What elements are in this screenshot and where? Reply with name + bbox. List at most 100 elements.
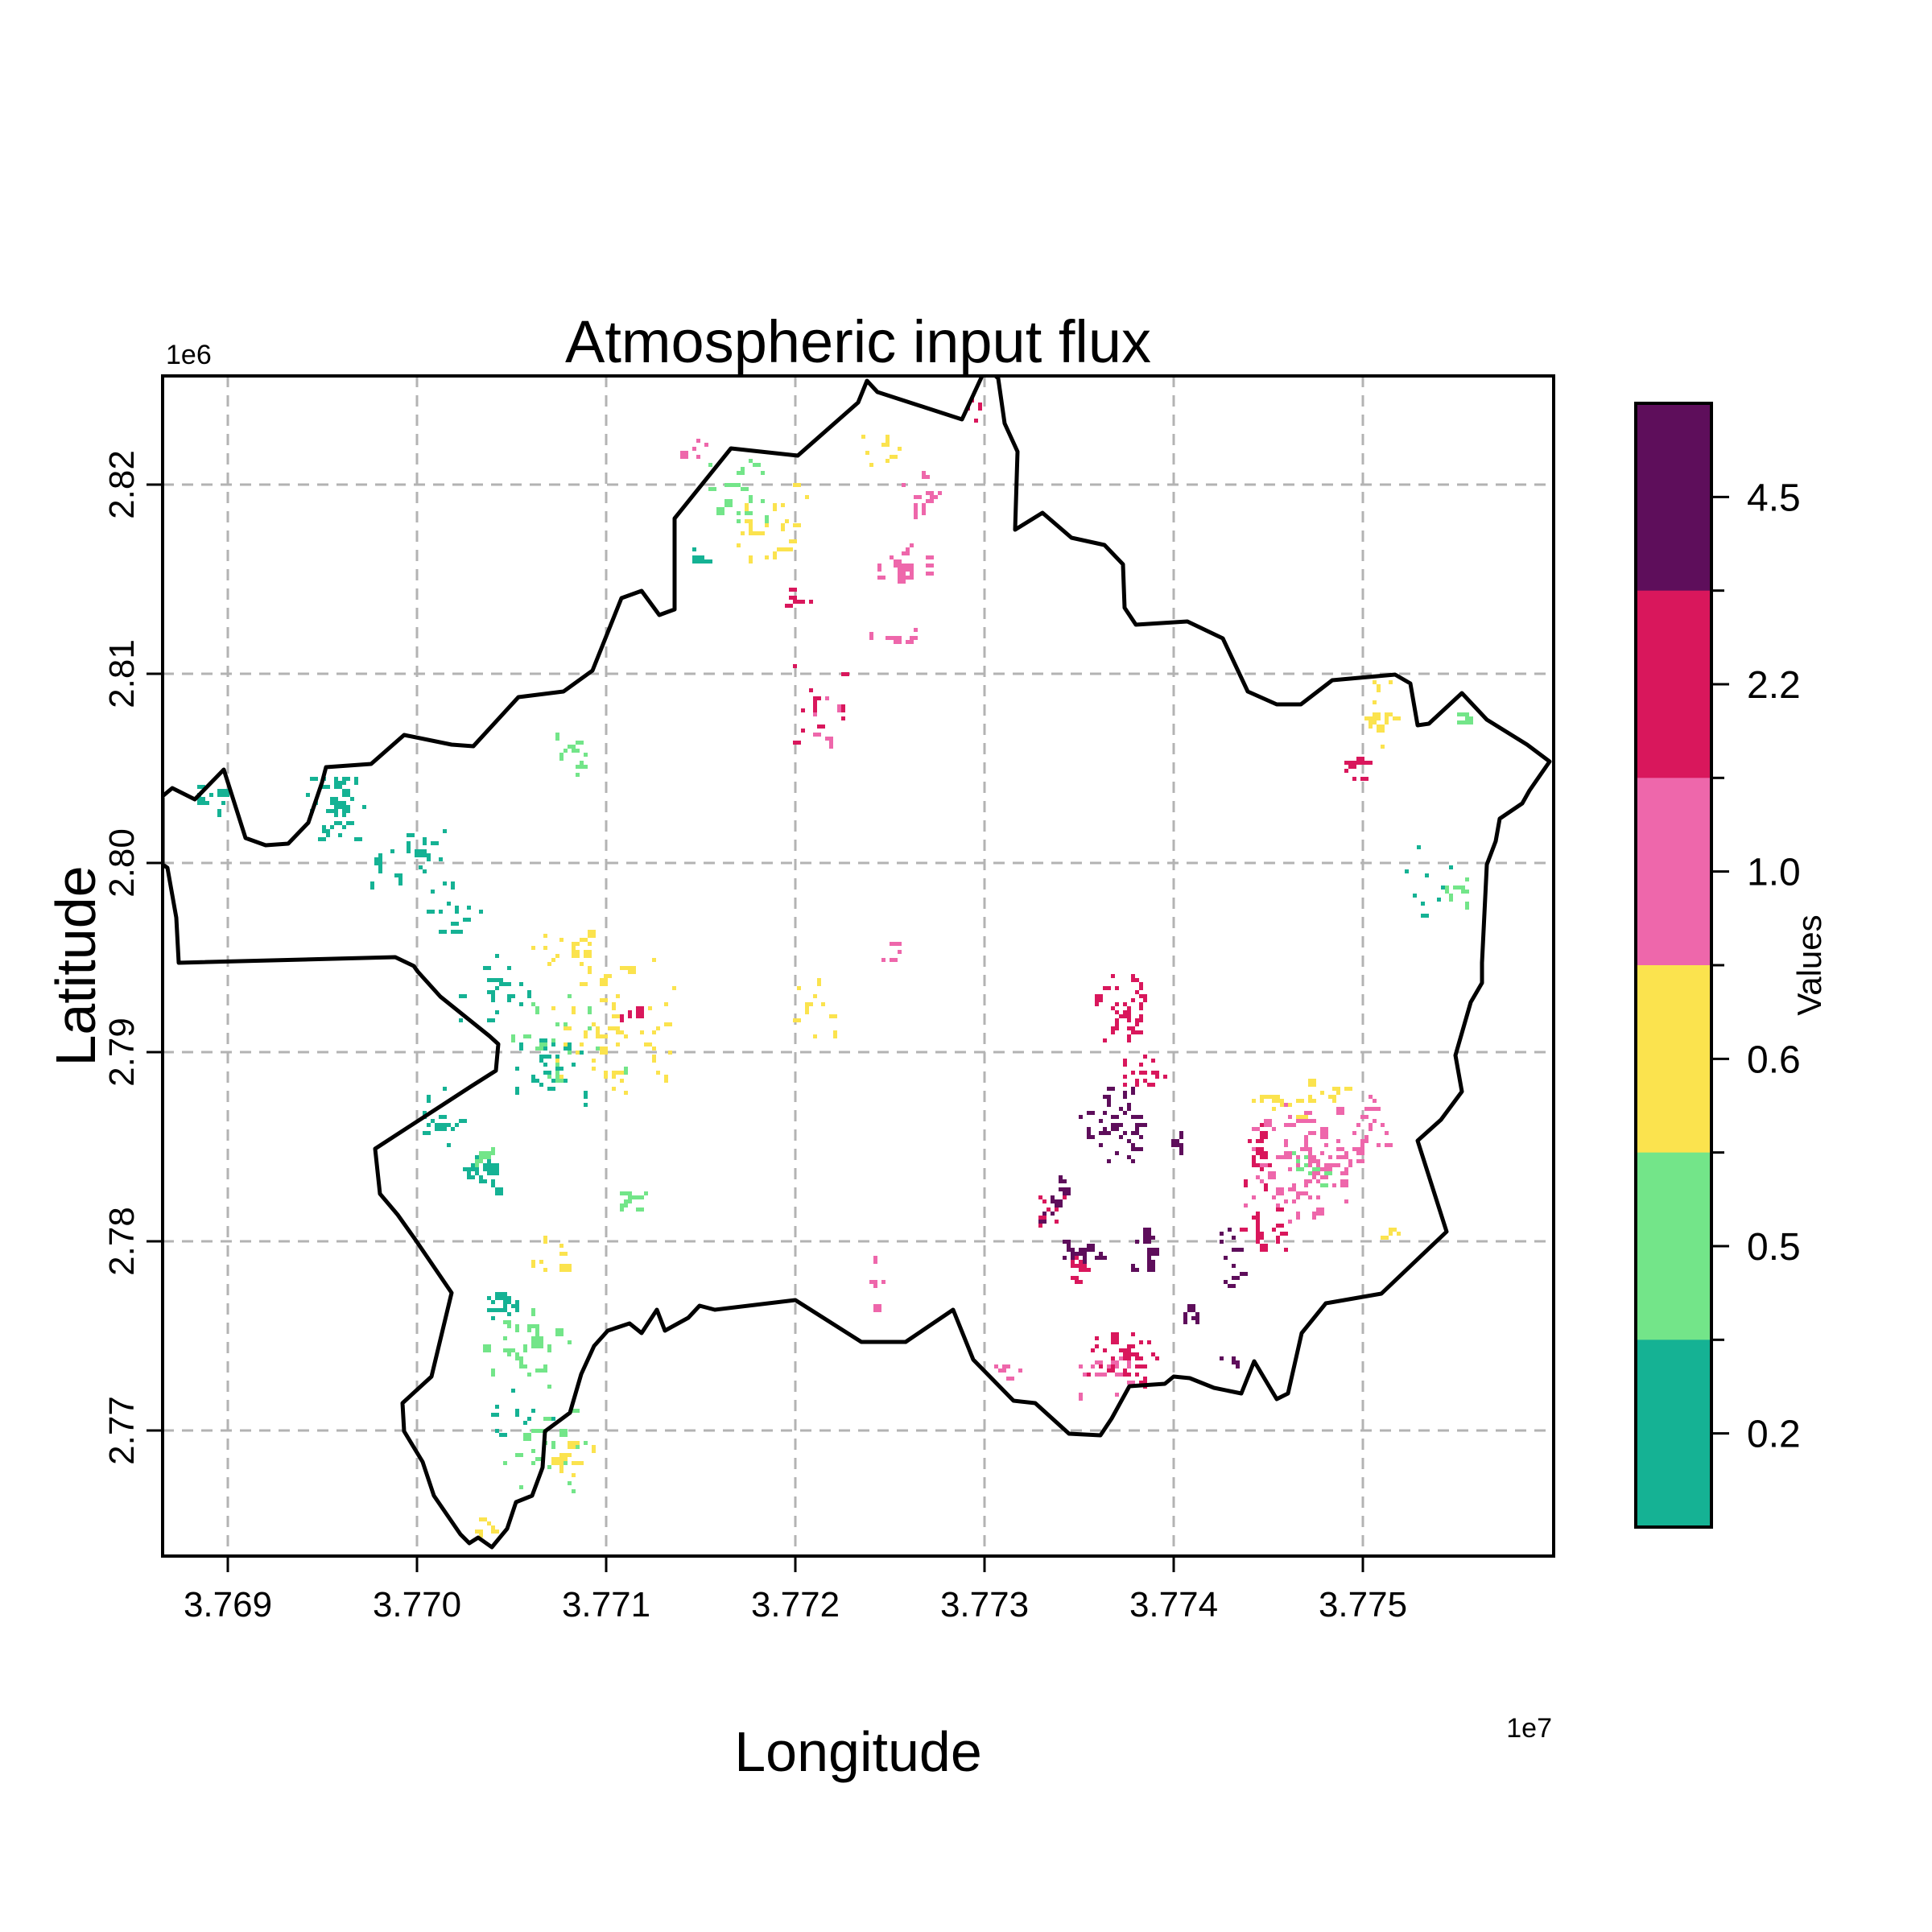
raster-cell: [841, 704, 845, 712]
raster-cell: [1308, 1155, 1312, 1159]
raster-cell: [455, 906, 459, 914]
raster-cell: [656, 1026, 660, 1030]
raster-cell: [1046, 1208, 1051, 1212]
raster-cell: [906, 547, 910, 551]
raster-cell: [495, 954, 499, 958]
raster-cell: [487, 1521, 491, 1525]
raster-cell: [322, 785, 326, 789]
raster-cell: [427, 1095, 431, 1103]
raster-cell: [547, 1075, 551, 1079]
raster-cell: [543, 1364, 547, 1373]
raster-cell: [1344, 769, 1348, 773]
raster-cell: [1103, 1127, 1107, 1131]
raster-cell: [596, 1030, 600, 1038]
raster-cell: [1111, 1360, 1119, 1364]
raster-cell: [531, 1344, 535, 1348]
raster-cell: [322, 825, 326, 833]
raster-cell: [930, 572, 934, 576]
raster-cell: [1364, 716, 1373, 720]
raster-cell: [491, 1368, 495, 1377]
raster-cell: [431, 890, 435, 894]
raster-cell: [1260, 1151, 1268, 1159]
raster-cell: [588, 966, 592, 970]
raster-cell: [1055, 1220, 1059, 1224]
raster-cell: [1332, 1183, 1336, 1187]
raster-cell: [588, 942, 592, 946]
raster-cell: [1232, 1236, 1236, 1240]
raster-cell: [890, 942, 894, 946]
raster-cell: [419, 853, 423, 857]
raster-cell: [881, 958, 886, 962]
raster-cell: [1284, 1199, 1288, 1203]
raster-cell: [1087, 1111, 1095, 1115]
raster-cell: [1179, 1147, 1183, 1155]
raster-cell: [1332, 1087, 1336, 1091]
raster-cell: [886, 636, 890, 640]
raster-cell: [439, 910, 443, 914]
raster-cell: [1320, 1135, 1324, 1139]
raster-cell: [1183, 1320, 1187, 1324]
raster-cell: [1115, 1123, 1119, 1131]
raster-cell: [1123, 1356, 1131, 1360]
raster-cell: [1252, 1216, 1260, 1220]
raster-cell: [523, 1034, 531, 1038]
raster-cell: [1079, 1260, 1083, 1264]
raster-cell: [1260, 1244, 1268, 1252]
raster-cell: [724, 483, 733, 487]
raster-cell: [354, 777, 358, 785]
raster-cell: [1373, 680, 1377, 684]
raster-cell: [737, 511, 741, 515]
raster-cell: [1131, 1071, 1135, 1075]
raster-cell: [394, 873, 402, 877]
raster-cell: [813, 696, 821, 700]
raster-cell: [1135, 1268, 1139, 1272]
raster-cell: [596, 1046, 600, 1051]
raster-cell: [1179, 1131, 1183, 1139]
raster-cell: [407, 833, 415, 837]
raster-cell: [499, 1433, 507, 1437]
raster-cell: [483, 1155, 487, 1159]
raster-cell: [1381, 1236, 1389, 1240]
raster-cell: [1276, 1236, 1280, 1244]
raster-cell: [1151, 1059, 1155, 1063]
raster-cell: [338, 785, 342, 789]
raster-cell: [551, 1042, 555, 1046]
raster-cell: [640, 1208, 644, 1212]
raster-cell: [1119, 1014, 1123, 1018]
raster-cell: [624, 1067, 628, 1075]
raster-cell: [306, 793, 310, 797]
raster-cell: [1449, 865, 1453, 869]
raster-cell: [1284, 1103, 1288, 1107]
colorbar-segment: [1636, 1152, 1711, 1341]
raster-cell: [652, 1046, 656, 1051]
raster-cell: [785, 519, 789, 523]
raster-cell: [515, 1067, 519, 1071]
raster-cell: [551, 1079, 555, 1083]
raster-cell: [801, 729, 805, 733]
raster-cell: [479, 910, 483, 914]
raster-cell: [898, 950, 902, 954]
raster-cell: [1111, 1356, 1115, 1360]
raster-cell: [934, 495, 938, 499]
raster-cell: [1397, 1232, 1401, 1236]
raster-cell: [1292, 1199, 1296, 1203]
raster-cell: [326, 829, 330, 837]
raster-cell: [865, 451, 869, 455]
raster-cell: [398, 877, 402, 886]
raster-cell: [1324, 1171, 1332, 1175]
raster-cell: [1308, 1099, 1316, 1103]
raster-cell: [1445, 886, 1449, 894]
raster-cell: [588, 930, 596, 938]
raster-cell: [749, 531, 753, 535]
raster-cell: [1055, 1199, 1063, 1208]
raster-cell: [1151, 1236, 1155, 1240]
y-tick-label: 2.80: [102, 828, 142, 898]
raster-cell: [1308, 1079, 1316, 1087]
raster-cell: [644, 1042, 652, 1046]
raster-cell: [902, 568, 906, 572]
raster-cell: [1348, 1159, 1352, 1167]
raster-cell: [1095, 1344, 1099, 1348]
raster-cell: [1143, 1364, 1147, 1368]
raster-cell: [628, 1010, 632, 1014]
